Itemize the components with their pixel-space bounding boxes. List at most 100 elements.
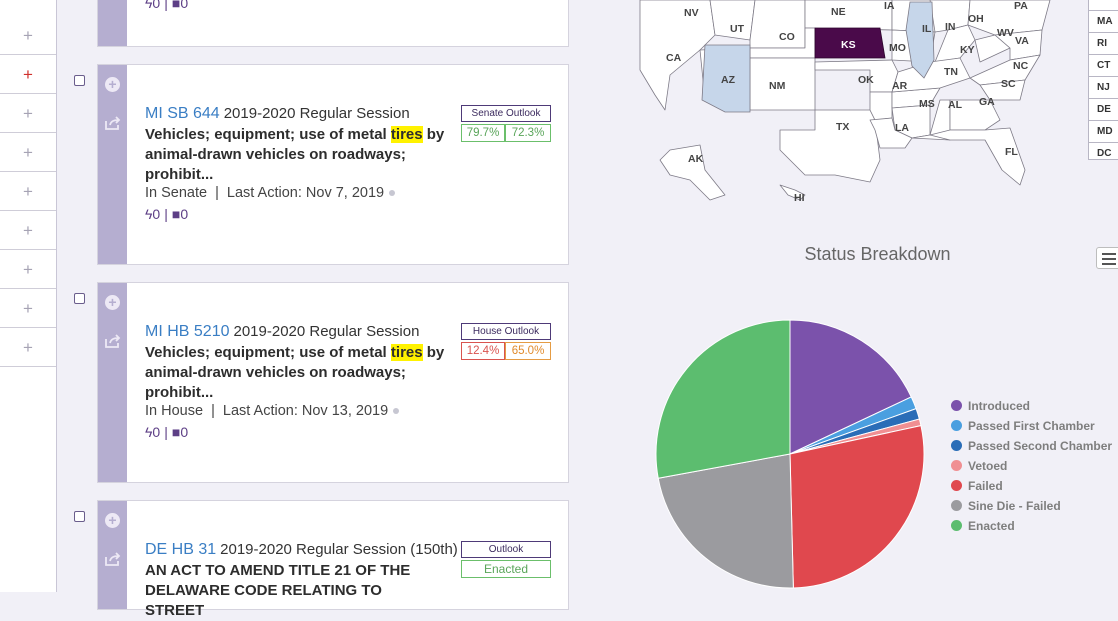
- small-state-cell[interactable]: MD: [1089, 121, 1118, 143]
- bill-session: 2019-2020 Regular Session (150th): [220, 541, 458, 558]
- state-label: HI: [794, 192, 805, 204]
- state-label: FL: [1005, 146, 1018, 158]
- bolt-icon: ϟ: [145, 0, 153, 11]
- us-map-shapes: [639, 0, 1051, 201]
- bill-heading: DE HB 31 2019-2020 Regular Session (150th…: [145, 541, 465, 559]
- state-label: AL: [948, 99, 962, 111]
- pie-slice-sine-die-failed[interactable]: [657, 453, 794, 589]
- bill-link[interactable]: MI SB 644: [145, 105, 220, 122]
- state-label: UT: [730, 23, 744, 35]
- pie-slice-failed[interactable]: [789, 424, 925, 589]
- legend-marker: [951, 420, 962, 431]
- select-bill-checkbox[interactable]: [74, 511, 85, 522]
- state-label: PA: [1014, 0, 1028, 12]
- expand-filter-button[interactable]: +: [0, 133, 56, 172]
- small-state-cell[interactable]: [1089, 0, 1118, 11]
- last-action: Last Action: Nov 13, 2019: [222, 403, 389, 419]
- search-highlight: tires: [390, 344, 423, 361]
- state-label: WV: [997, 27, 1014, 39]
- state-label: NC: [1013, 60, 1029, 72]
- bill-heading: MI HB 5210 2019-2020 Regular Session: [145, 323, 465, 341]
- legend-label: Vetoed: [968, 459, 1008, 473]
- bill-link[interactable]: MI HB 5210: [145, 323, 230, 340]
- add-to-list-icon[interactable]: +: [105, 513, 120, 528]
- share-icon[interactable]: [104, 551, 122, 567]
- legend-item[interactable]: Sine Die - Failed: [951, 499, 1061, 513]
- outlook-label: House Outlook: [461, 323, 551, 340]
- bill-heading: MI SB 644 2019-2020 Regular Session: [145, 105, 465, 123]
- outlook-percent: 12.4%: [461, 342, 505, 360]
- expand-filter-button[interactable]: +: [0, 250, 56, 289]
- status-separator: |: [215, 185, 219, 201]
- legend-item[interactable]: Vetoed: [951, 459, 1007, 473]
- select-bill-checkbox[interactable]: [74, 293, 85, 304]
- bill-link[interactable]: DE HB 31: [145, 541, 217, 558]
- legend-label: Passed Second Chamber: [968, 439, 1113, 453]
- legend-item[interactable]: Passed Second Chamber: [951, 439, 1112, 453]
- state-label: TN: [944, 66, 958, 78]
- legend-item[interactable]: Enacted: [951, 519, 1015, 533]
- legend-label: Failed: [968, 479, 1003, 493]
- status-separator: |: [211, 403, 215, 419]
- bill-card: ϟ0 | ■0: [97, 0, 569, 47]
- map-state: [779, 109, 881, 183]
- small-state-cell[interactable]: NJ: [1089, 77, 1118, 99]
- expand-filter-button[interactable]: +: [0, 94, 56, 133]
- expand-filter-button[interactable]: +: [0, 55, 56, 94]
- legend-label: Enacted: [968, 519, 1015, 533]
- card-rail: [98, 0, 127, 46]
- map-state: [814, 59, 899, 93]
- small-state-cell[interactable]: DC: [1097, 148, 1112, 159]
- comment-icon: ■: [171, 206, 181, 222]
- map-state-kansas: [814, 27, 886, 59]
- expand-filter-button[interactable]: +: [0, 328, 56, 367]
- expand-filter-button[interactable]: +: [0, 289, 56, 328]
- state-label: OH: [968, 13, 984, 25]
- pie-slice-introduced[interactable]: [789, 319, 912, 455]
- bill-description: AN ACT TO AMEND TITLE 21 OF THE DELAWARE…: [145, 562, 411, 619]
- state-label: NE: [831, 6, 846, 18]
- map-state: [929, 127, 1026, 186]
- bill-counts: ϟ0 | ■0: [145, 424, 188, 440]
- small-state-cell[interactable]: CT: [1089, 55, 1118, 77]
- add-to-list-icon[interactable]: +: [105, 77, 120, 92]
- card-rail: +: [98, 501, 127, 609]
- state-label: CO: [779, 31, 795, 43]
- expand-filter-button[interactable]: +: [0, 172, 56, 211]
- filter-sidebar: + + + + + + + + +: [0, 0, 57, 592]
- us-map: NV UT CO NE IA IL IN OH PA CA KS MO KY W…: [630, 0, 1060, 215]
- share-icon[interactable]: [104, 333, 122, 349]
- share-icon[interactable]: [104, 115, 122, 131]
- small-state-cell[interactable]: MA: [1089, 11, 1118, 33]
- legend-item[interactable]: Introduced: [951, 399, 1030, 413]
- count-separator: |: [164, 0, 168, 11]
- bill-description-text: by animal-drawn vehicles on roadways; pr…: [145, 344, 445, 401]
- expand-filter-button[interactable]: +: [0, 16, 56, 55]
- bill-description: Vehicles; equipment; use of metal tires …: [145, 125, 445, 185]
- state-label: AK: [688, 153, 704, 165]
- map-state: [804, 0, 893, 31]
- state-label: VA: [1015, 35, 1029, 47]
- legend-marker: [951, 440, 962, 451]
- action-count: 0: [152, 206, 161, 222]
- count-separator: |: [164, 206, 168, 222]
- select-bill-checkbox[interactable]: [74, 75, 85, 86]
- chart-menu-button[interactable]: [1096, 247, 1118, 269]
- add-to-list-icon[interactable]: +: [105, 295, 120, 310]
- legend-item[interactable]: Failed: [951, 479, 1003, 493]
- outlook-percent: 79.7%: [461, 124, 505, 142]
- status-pie-chart: [655, 319, 925, 589]
- legend-item[interactable]: Passed First Chamber: [951, 419, 1095, 433]
- small-state-cell[interactable]: RI: [1089, 33, 1118, 55]
- bill-description-text: Vehicles; equipment; use of metal: [145, 126, 391, 143]
- state-label: KS: [841, 39, 856, 51]
- state-label: IL: [922, 23, 932, 35]
- pie-slice-enacted[interactable]: [655, 319, 791, 479]
- info-icon[interactable]: [393, 408, 400, 415]
- map-state: [934, 24, 976, 63]
- small-state-cell[interactable]: DE: [1089, 99, 1118, 121]
- expand-filter-button[interactable]: +: [0, 211, 56, 250]
- map-state-arizona: [701, 44, 751, 113]
- info-icon[interactable]: [389, 190, 396, 197]
- state-label: MS: [919, 98, 935, 110]
